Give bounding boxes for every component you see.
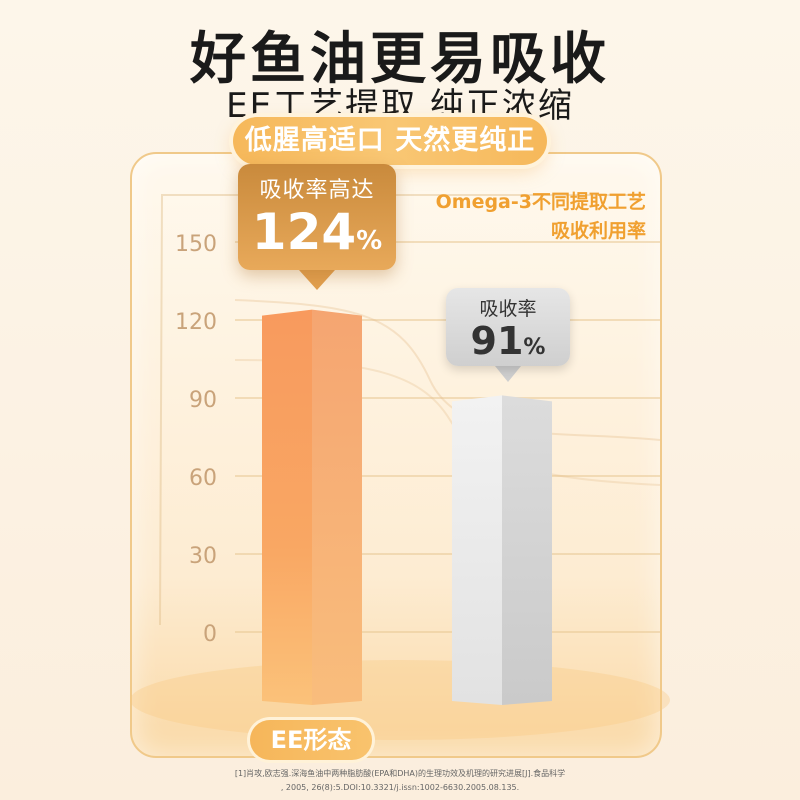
y-tick-label: 120 [175, 310, 217, 335]
y-tick-label: 150 [175, 232, 217, 257]
other-callout-pointer [495, 366, 521, 382]
footnote-line-2: , 2005, 26(8):5.DOI:10.3321/j.issn:1002-… [280, 783, 520, 792]
headline: 好鱼油更易吸收 [190, 27, 610, 92]
bar-ee [262, 309, 312, 705]
bar-other [452, 395, 502, 705]
y-tick-label: 30 [189, 544, 217, 569]
legend-line-2: 吸收利用率 [550, 220, 646, 242]
feature-tag: 低腥高适口 天然更纯正 [233, 117, 547, 165]
y-tick-label: 60 [189, 466, 217, 491]
citation-footnote: [1]肖攻,欧志强.深海鱼油中两种脂肪酸(EPA和DHA)的生理功效及机理的研究… [0, 767, 800, 795]
chart-panel [130, 152, 662, 758]
bar-ee-side [312, 309, 362, 705]
legend-line-1: Omega-3不同提取工艺 [435, 191, 646, 213]
ee-callout-label: 吸收率高达 [259, 178, 375, 203]
footnote-line-1: [1]肖攻,欧志强.深海鱼油中两种脂肪酸(EPA和DHA)的生理功效及机理的研究… [234, 769, 566, 778]
other-callout-value: 91% [470, 319, 546, 363]
other-value-callout: 吸收率 91% [446, 288, 570, 382]
ee-category-label: EE形态 [250, 720, 372, 760]
y-tick-label: 90 [189, 388, 217, 413]
bar-other-side [502, 395, 552, 705]
ee-value-callout: 吸收率高达 124% [238, 164, 396, 290]
y-tick-label: 0 [203, 622, 217, 647]
other-callout-label: 吸收率 [479, 298, 537, 320]
decor-curve [234, 299, 661, 441]
ee-callout-value: 124% [251, 203, 383, 261]
floor-glow [130, 660, 670, 740]
chart-frame [159, 194, 640, 626]
ee-callout-pointer [299, 270, 335, 290]
chart-legend: Omega-3不同提取工艺 吸收利用率 [400, 188, 646, 246]
